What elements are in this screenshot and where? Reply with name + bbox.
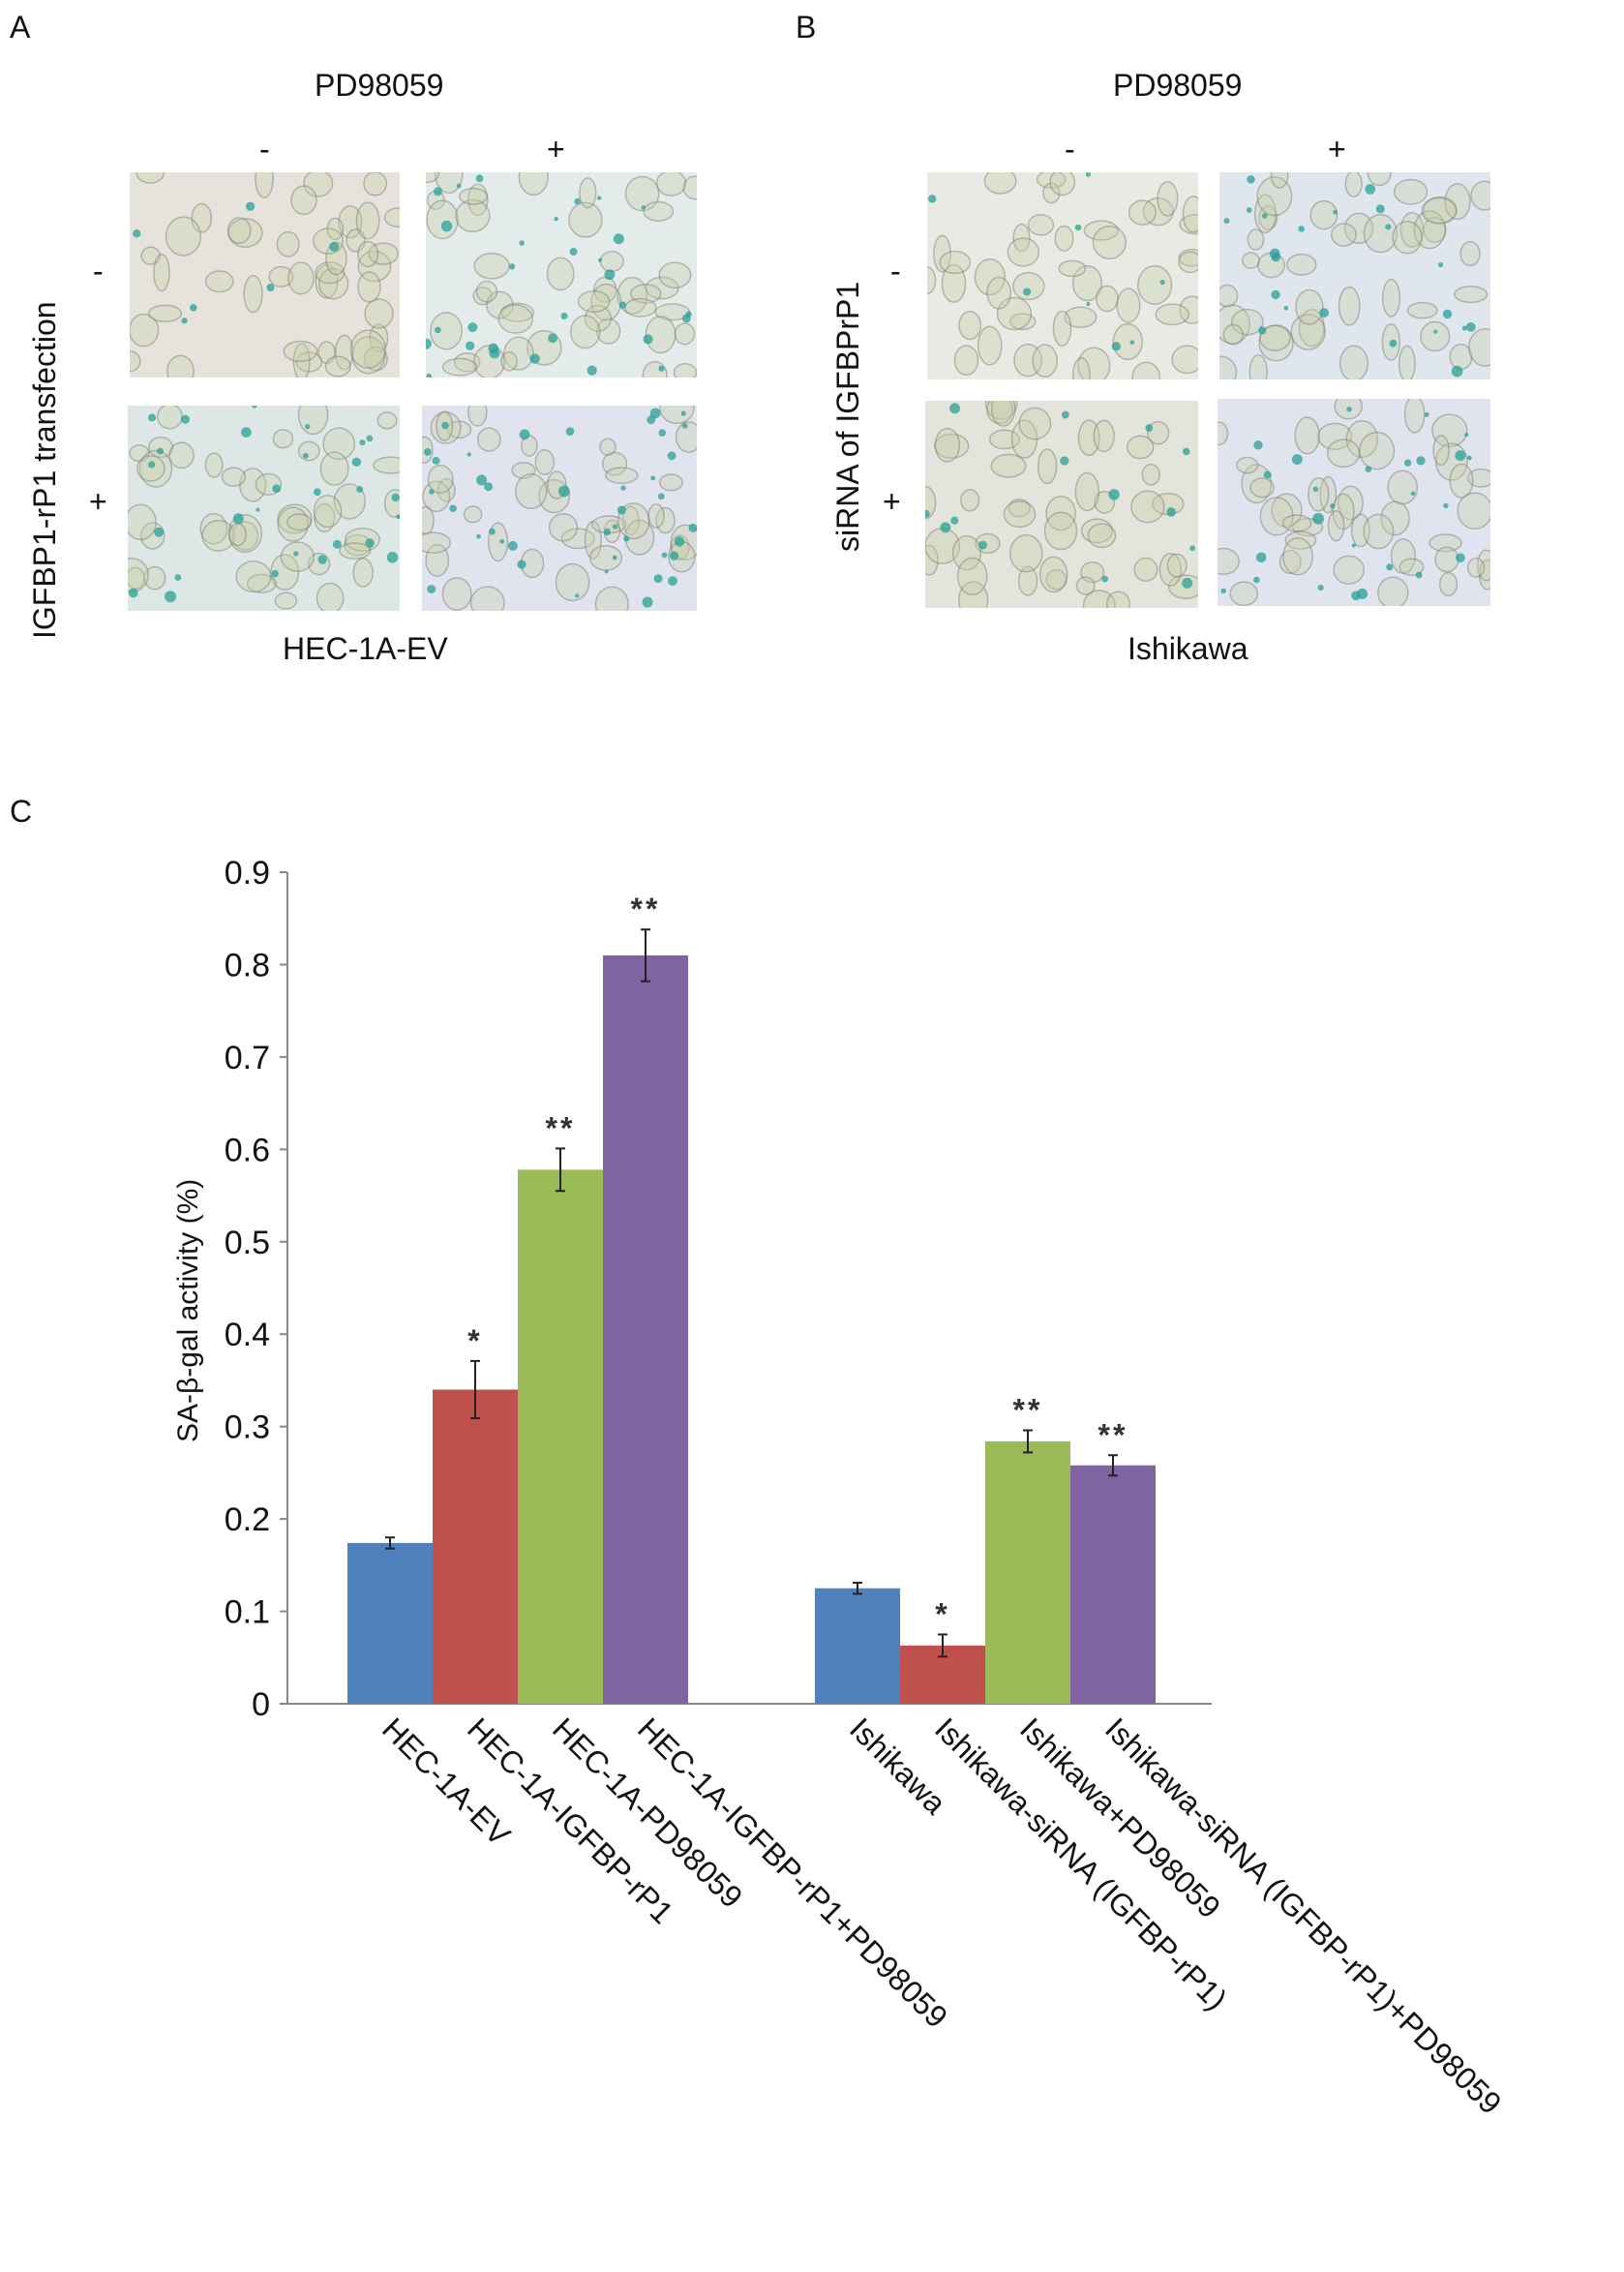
bar	[1070, 1465, 1156, 1704]
micrograph-b-minus-plus	[1219, 172, 1490, 379]
significance-marker: **	[1098, 1417, 1128, 1452]
panel-b-col-plus: +	[1328, 132, 1346, 167]
y-tick-label: 0.7	[225, 1040, 270, 1076]
panel-b-letter: B	[796, 10, 817, 45]
panel-a-col-plus: +	[547, 132, 565, 167]
bar	[603, 954, 688, 1704]
significance-marker: *	[935, 1596, 949, 1631]
y-tick-label: 0.4	[225, 1317, 270, 1353]
panel-b-row-plus: +	[883, 484, 901, 519]
panel-a-row-minus: -	[93, 254, 104, 288]
bar	[518, 1169, 603, 1704]
micrograph-a-plus-minus	[128, 406, 400, 611]
micrograph-b-minus-minus	[927, 172, 1198, 379]
y-tick-label: 0	[252, 1686, 270, 1723]
panel-b-cell-line: Ishikawa	[1128, 631, 1248, 666]
significance-marker: *	[467, 1323, 482, 1358]
bar	[433, 1389, 518, 1704]
y-tick-label: 0.1	[225, 1594, 270, 1631]
panel-a-col-minus: -	[259, 132, 270, 167]
micrograph-a-plus-plus	[422, 406, 697, 611]
micrograph-a-minus-minus	[130, 172, 400, 378]
y-tick-label: 0.6	[225, 1132, 270, 1168]
significance-marker: **	[1013, 1392, 1043, 1427]
y-tick-label: 0.3	[225, 1409, 270, 1446]
micrograph-b-plus-plus	[1218, 399, 1490, 606]
x-category-label: Ishikawa-siRNA (IGFBP-rP1)+PD98059	[1098, 1711, 1508, 2120]
panel-a-letter: A	[10, 10, 31, 45]
y-tick-label: 0.9	[225, 855, 270, 892]
panel-a-cell-line: HEC-1A-EV	[283, 631, 448, 666]
bar	[985, 1440, 1070, 1704]
panel-b-col-minus: -	[1065, 132, 1075, 167]
y-tick-label: 0.5	[225, 1225, 270, 1261]
panel-a-treatment-label: PD98059	[315, 68, 444, 103]
y-tick-label: 0.8	[225, 947, 270, 984]
significance-marker: **	[546, 1110, 576, 1145]
bar	[347, 1542, 433, 1704]
bar	[815, 1588, 900, 1704]
y-tick-label: 0.2	[225, 1501, 270, 1538]
panel-a-row-plus: +	[89, 484, 107, 519]
panel-b-row-minus: -	[890, 254, 901, 288]
micrograph-a-minus-plus	[426, 172, 697, 378]
significance-marker: **	[631, 892, 661, 926]
panel-b-treatment-label: PD98059	[1113, 68, 1243, 103]
panel-c-letter: C	[10, 794, 33, 829]
micrograph-b-plus-minus	[925, 401, 1198, 608]
